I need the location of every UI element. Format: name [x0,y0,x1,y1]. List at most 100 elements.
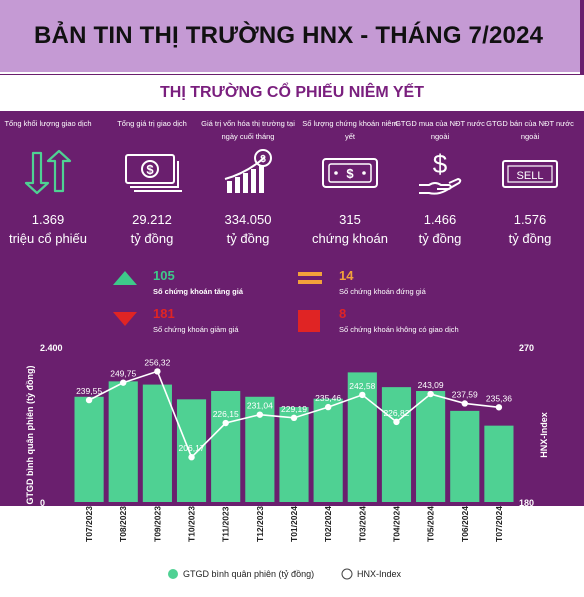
svg-text:$: $ [433,149,448,179]
banknote-icon: $ [322,158,378,188]
page-title: BẢN TIN THỊ TRƯỜNG HNX - THÁNG 7/2024 [34,22,544,49]
combo-chart: 239,55 249,75 256,32 206,17 226,15 231,04 229,… [0,340,584,597]
stat-unit: tỷ đồng [508,231,552,246]
stat-label: GTGD mua của NĐT nước ngoài [395,119,485,141]
x-tick-label: T09/2023 [152,506,162,542]
bar [484,425,514,502]
index-point [188,454,195,461]
bar [416,390,446,502]
index-data-label: 239,55 [76,386,102,396]
stat-foreign-sell: GTGD bán của NĐT nước ngoài SELL 1.576 t… [482,117,578,246]
index-data-label: 235,46 [315,393,341,403]
up-down-arrows-icon [24,149,72,195]
rising-bar-chart-icon: $ [224,149,272,193]
y2-axis-label: HNX-Index [539,412,549,458]
bar [108,381,138,502]
bar [381,387,412,502]
equals-icon [298,272,322,284]
bar [142,384,172,502]
x-tick-label: T07/2023 [84,506,94,542]
stat-foreign-buy: GTGD mua của NĐT nước ngoài $ 1.466 tỷ đ… [392,117,488,246]
svg-text:$: $ [346,166,354,181]
bar [211,390,241,502]
stat-unit: tỷ đồng [226,231,270,246]
index-point [120,379,127,386]
index-data-label: 242,58 [349,381,375,391]
index-data-label: 235,36 [486,393,512,403]
legend-bar-marker [168,569,178,579]
bar [279,407,309,502]
bar [313,398,343,502]
triangle-up-icon [113,271,137,285]
index-point [461,400,468,407]
index-point [495,404,503,411]
stat-value: 1.369 [31,212,65,227]
breadth-label: Số chứng khoán không có giao dịch [339,325,459,334]
x-tick-label: T02/2024 [323,506,333,542]
index-point [393,418,400,426]
header-banner: BẢN TIN THỊ TRƯỜNG HNX - THÁNG 7/2024 [0,0,580,74]
breadth-count: 105 [153,268,175,283]
bar [450,410,480,502]
stat-volume: Tổng khối lượng giao dịch 1.369 triệu cổ… [0,117,96,246]
index-data-label: 256,32 [144,357,170,367]
stat-label: Số lượng chứng khoán niêm yết [302,119,398,141]
dollar-hand-icon: $ [419,149,462,195]
index-point [324,403,332,411]
svg-text:SELL: SELL [517,170,544,182]
index-point [290,414,298,422]
breadth-count: 181 [153,306,175,321]
chart-legend: GTGD bình quân phiên (tỷ đồng) HNX-Index [168,568,402,580]
stat-label: Tổng giá trị giao dịch [117,119,187,128]
section-banner: THỊ TRƯỜNG CỔ PHIẾU NIÊM YẾT [0,75,584,111]
index-data-label: 237,59 [452,389,478,399]
index-data-label: 206,17 [179,443,205,453]
index-data-label: 226,82 [383,408,409,418]
stat-unit: tỷ đồng [130,231,174,246]
y2-tick-top: 270 [519,343,534,353]
stat-unit: triệu cổ phiếu [8,231,88,246]
index-data-label: 229,19 [281,404,307,414]
stat-listed-securities: Số lượng chứng khoán niêm yết $ 315 chứn… [302,117,398,246]
legend-line-label: HNX-Index [357,569,402,579]
index-point [427,390,434,398]
x-tick-label: T03/2024 [357,506,367,542]
svg-text:$: $ [260,154,266,165]
stat-label: Giá trị vốn hóa thị trường tại ngày cuối… [201,119,295,141]
legend-line-marker [341,568,353,580]
index-point [256,411,264,418]
index-point [359,391,366,399]
breadth-label: Số chứng khoán tăng giá [153,287,244,296]
stat-market-cap: Giá trị vốn hóa thị trường tại ngày cuối… [200,117,296,246]
index-data-label: 243,09 [418,380,444,390]
index-point [154,368,161,375]
triangle-down-icon [113,312,137,326]
bar [176,399,207,502]
bar [74,396,104,502]
x-tick-label: T07/2024 [494,506,504,542]
y-tick-bottom: 0 [40,498,45,508]
stat-value: 1.576 [513,212,547,227]
index-data-label: 249,75 [110,369,136,379]
index-point [85,396,93,404]
stat-label: Tổng khối lượng giao dịch [4,119,92,128]
y-tick-top: 2.400 [40,343,63,353]
legend-bar-label: GTGD bình quân phiên (tỷ đồng) [183,569,314,579]
stat-value: 29.212 [132,212,172,227]
y-axis-label: GTGD bình quân phiên (tỷ đồng) [25,366,35,505]
x-tick-label: T01/2024 [289,506,299,542]
stat-value: 1.466 [423,212,457,227]
stat-trade-value: Tổng giá trị giao dịch $ 29.212 tỷ đồng [104,117,200,246]
index-point [222,419,229,427]
breadth-label: Số chứng khoán giảm giá [153,325,239,334]
stat-value: 315 [339,212,361,227]
x-tick-label: T04/2024 [391,506,401,542]
stat-unit: chứng khoán [312,231,388,246]
x-tick-label: T12/2023 [255,506,265,542]
banknotes-icon: $ [125,154,182,192]
square-icon [298,310,320,332]
index-data-label: 226,15 [213,409,239,419]
breadth-count: 14 [339,268,354,283]
x-tick-label: T11/2023 [221,506,231,542]
